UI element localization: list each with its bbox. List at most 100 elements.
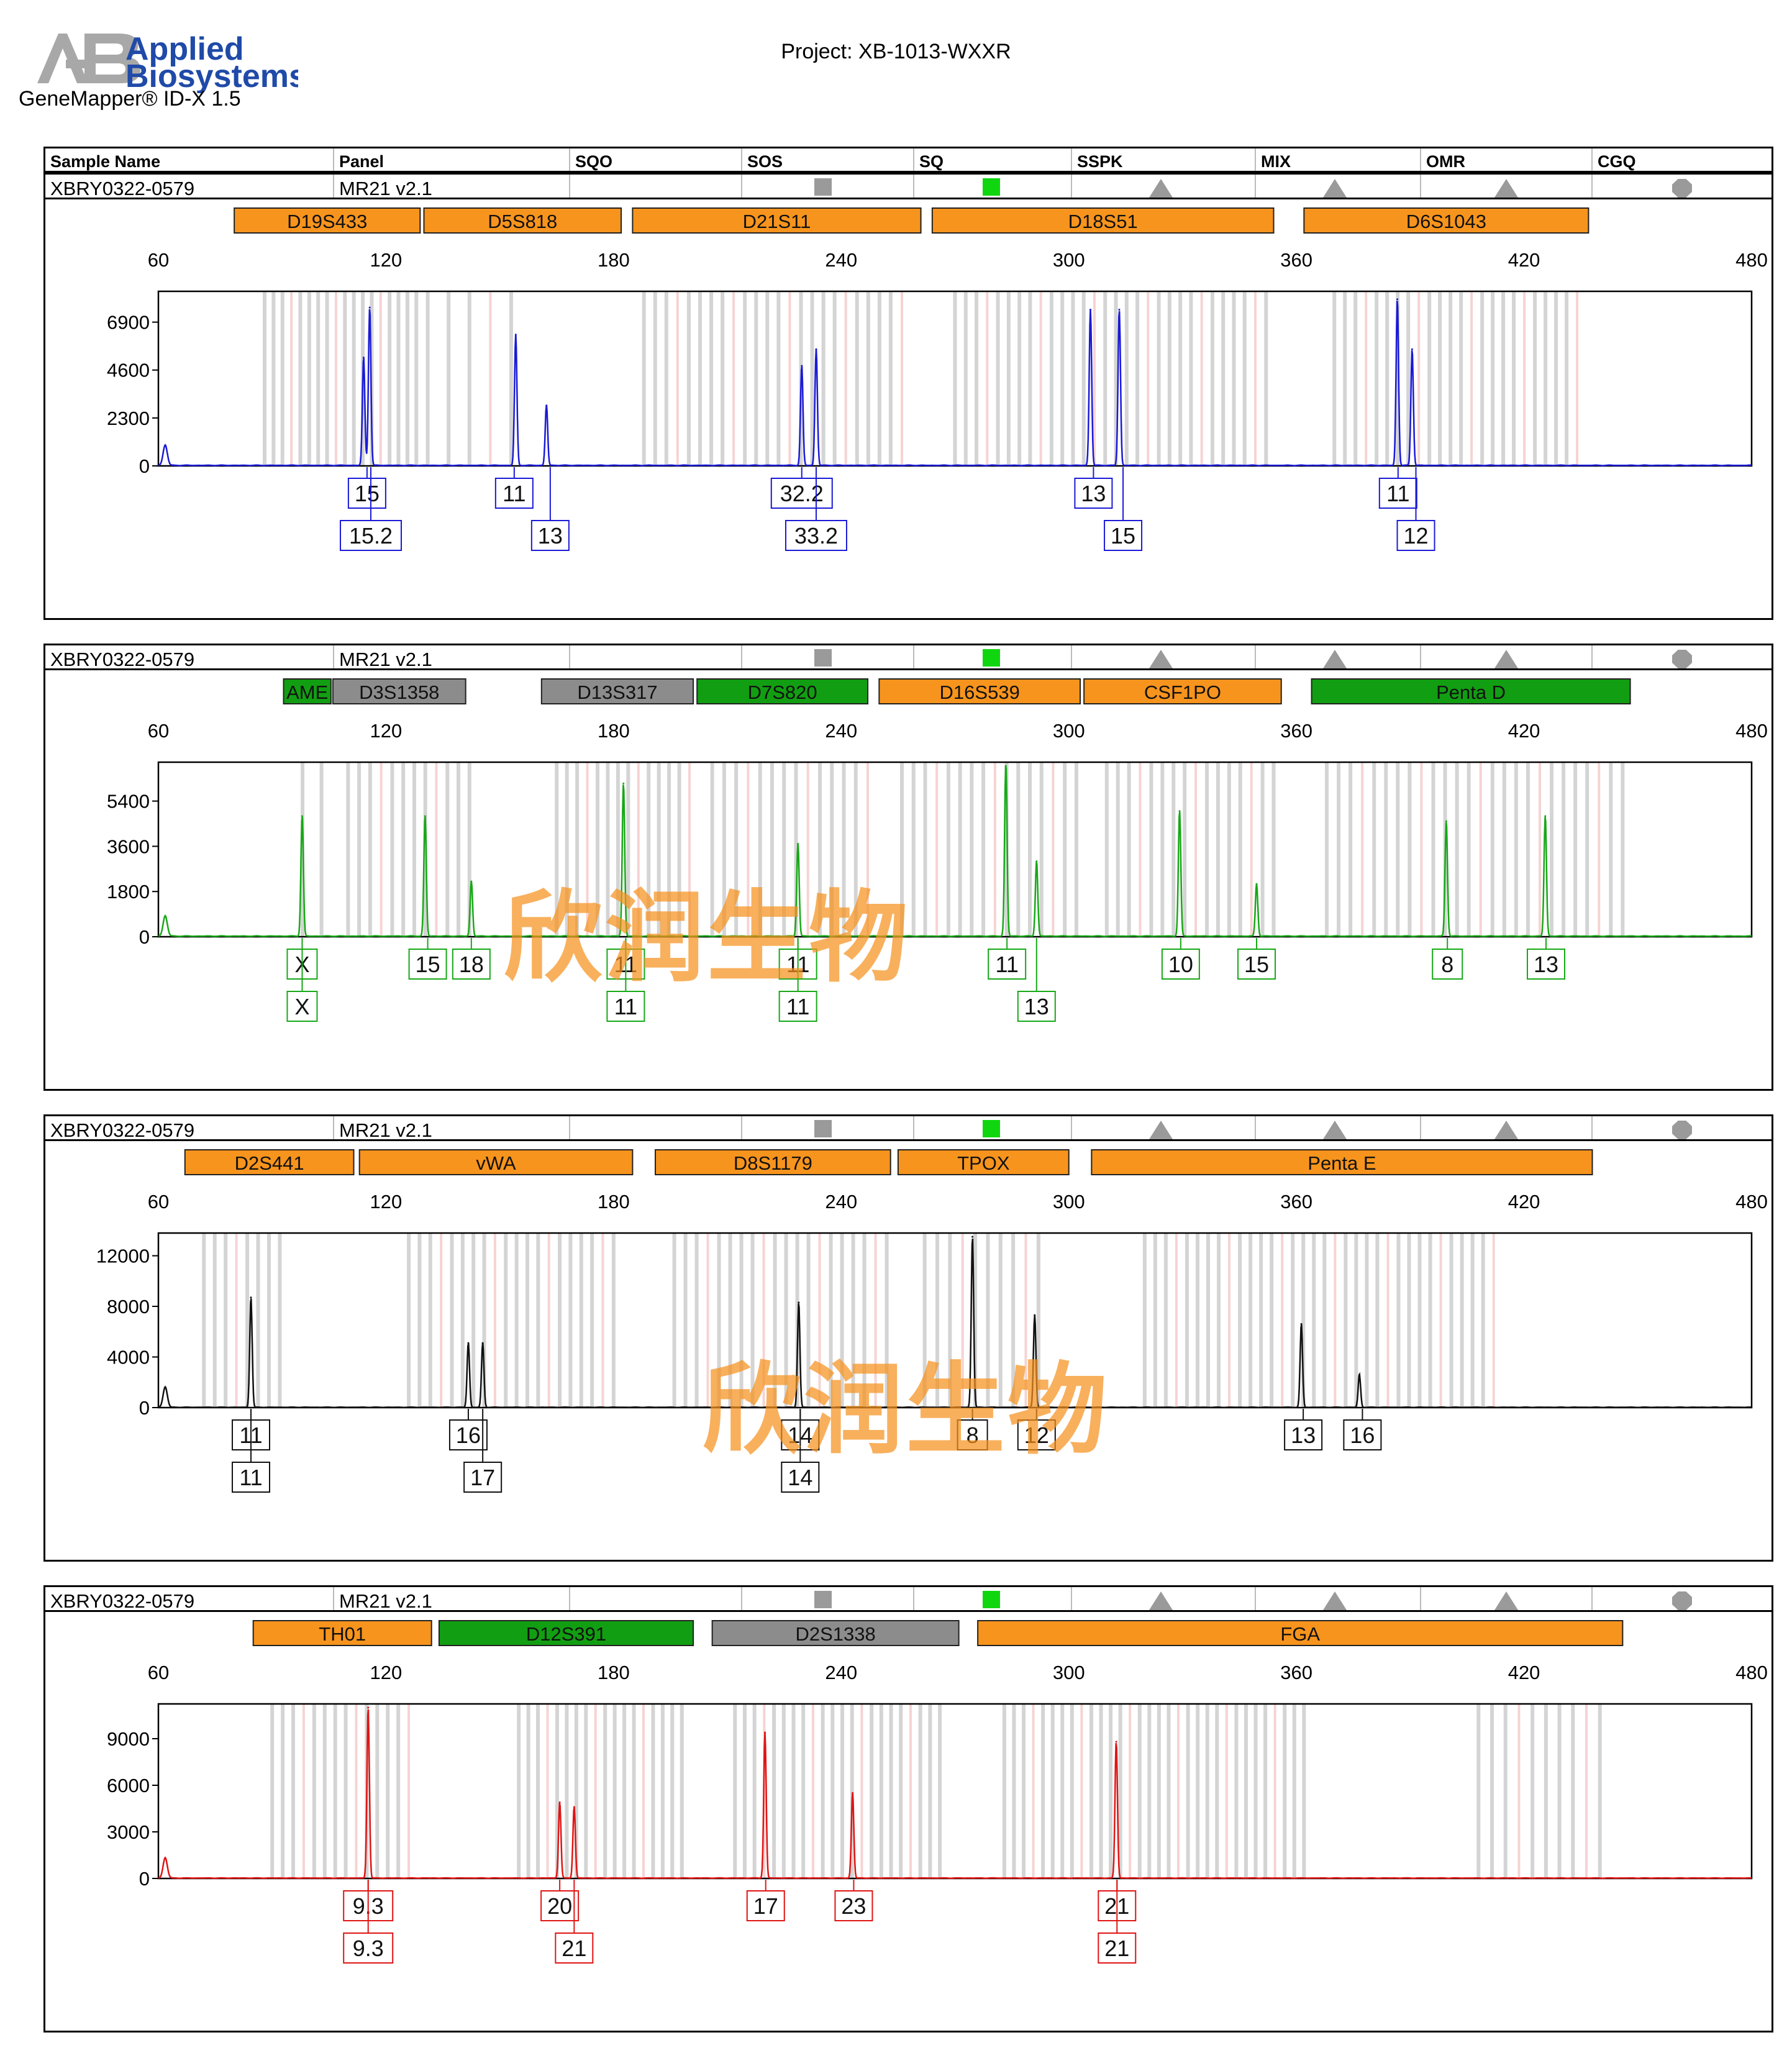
col-sos[interactable]: SOS [742,148,914,171]
y-tick-label: 0 [139,926,150,948]
peak-mark [481,1342,484,1344]
x-tick-label: 480 [1735,1662,1768,1683]
sos-cell [742,645,914,668]
y-tick-label: 0 [139,1397,150,1419]
sos-flag-icon [814,178,832,196]
marker-bar [540,678,694,704]
allele-text: 13 [538,523,563,549]
allele-box [1161,949,1200,980]
peak-mark [573,1806,575,1808]
allele-text: 11 [239,1465,262,1490]
col-sqo[interactable]: SQO [570,148,742,171]
allele-text: 17 [753,1893,778,1919]
allele-box [1378,478,1417,509]
allele-label: 8 [1432,938,1463,980]
sspk-flag-icon [1149,179,1173,198]
mix-cell [1256,1587,1421,1610]
sample-info-row[interactable]: XBRY0322-0579 MR21 v2.1 [45,1116,1772,1141]
y-tick-label: 3600 [107,835,150,857]
col-sspk[interactable]: SSPK [1072,148,1256,171]
allele-text: 15.2 [349,523,393,549]
col-mix[interactable]: MIX [1256,148,1421,171]
allele-box [347,478,386,509]
electropherogram-plot[interactable]: AME D3S1358 D13S317 D7S820 D16S539 CSF1PO Pent… [45,645,1772,1089]
electropherogram-plot[interactable]: D2S441 vWA D8S1179 TPOX Penta E60 120 180 240 30… [45,1116,1772,1560]
peak-mark [1089,308,1092,311]
y-tick-label: 0 [139,455,150,477]
marker-d2s441: D2S441 [184,1149,355,1175]
sample-name: XBRY0322-0579 [45,175,334,199]
column-header-row: Sample Name Panel SQO SOS SQ SSPK MIX OM… [43,147,1773,173]
sspk-cell [1072,1116,1256,1139]
x-tick-label: 420 [1508,1662,1540,1683]
y-tick-label: 4600 [107,360,150,381]
sos-flag-icon [814,649,832,667]
allele-box [494,478,534,509]
cgq-cell [1593,175,1772,198]
marker-bar [184,1149,355,1175]
omr-flag-icon [1494,650,1518,668]
allele-text: 15 [1244,952,1269,977]
allele-label: 20 [540,1880,580,1921]
x-tick-label: 300 [1053,720,1085,742]
allele-box [1526,949,1565,980]
x-tick-label: 300 [1053,1662,1085,1683]
allele-box [606,991,645,1022]
sample-info-row[interactable]: XBRY0322-0579 MR21 v2.1 [45,1587,1772,1612]
sqo-cell [570,175,742,198]
sos-flag-icon [814,1591,832,1608]
allele-label: 15.2 [340,467,402,551]
sample-info-row[interactable]: XBRY0322-0579 MR21 v2.1 [45,175,1772,199]
peak-mark [852,1792,854,1794]
sqo-cell [570,1116,742,1139]
col-sample-name[interactable]: Sample Name [45,148,334,171]
col-sq[interactable]: SQ [914,148,1072,171]
allele-text: 8 [1441,952,1453,977]
allele-label: 33.2 [785,467,847,551]
allele-label: 16 [1343,1409,1382,1450]
sample-info-row[interactable]: XBRY0322-0579 MR21 v2.1 [45,645,1772,670]
marker-label: AME [286,681,328,703]
x-tick-label: 60 [148,1191,169,1213]
sq-flag-icon [983,1120,1000,1137]
marker-d13s317: D13S317 [540,678,694,704]
panel-name: MR21 v2.1 [334,175,570,199]
col-omr[interactable]: OMR [1421,148,1593,171]
allele-label: 11 [232,1409,271,1493]
trace-red [158,1709,1752,1879]
marker-penta-d: Penta D [1311,678,1631,704]
y-tick-label: 6000 [107,1775,150,1796]
sos-cell [742,1587,914,1610]
marker-bar [283,678,332,704]
allele-text: 23 [841,1893,866,1919]
allele-label: 11 [494,467,534,509]
sample-name: XBRY0322-0579 [45,1587,334,1612]
allele-label: 13 [1526,938,1565,980]
col-panel[interactable]: Panel [334,148,570,171]
mix-flag-icon [1323,1121,1347,1139]
allele-text: 32.2 [780,481,824,506]
allele-text: 21 [562,1936,586,1961]
watermark: 欣润生物 [503,879,911,996]
allele-text: 11 [614,994,637,1019]
sos-cell [742,175,914,198]
allele-box [988,949,1027,980]
electropherogram-blue: XBRY0322-0579 MR21 v2.1 D19S433 D5S818 D21… [43,173,1773,620]
allele-text: 15 [1111,523,1135,549]
allele-box [1284,1419,1323,1450]
allele-label: 16 [448,1409,488,1450]
allele-text: 13 [1534,952,1558,977]
marker-label: D19S433 [287,211,367,232]
x-tick-label: 360 [1280,249,1312,271]
marker-bar [1311,678,1631,704]
sspk-cell [1072,175,1256,198]
sample-name: XBRY0322-0579 [45,1116,334,1141]
sos-cell [742,1116,914,1139]
x-tick-label: 180 [598,720,630,742]
electropherogram-plot[interactable]: TH01 D12S391 D2S1338 FGA 60 120 180 240 300 360 42… [45,1587,1772,2031]
omr-flag-icon [1494,179,1518,198]
omr-cell [1421,645,1593,668]
col-cgq[interactable]: CGQ [1598,152,1636,171]
allele-box [448,1419,488,1450]
